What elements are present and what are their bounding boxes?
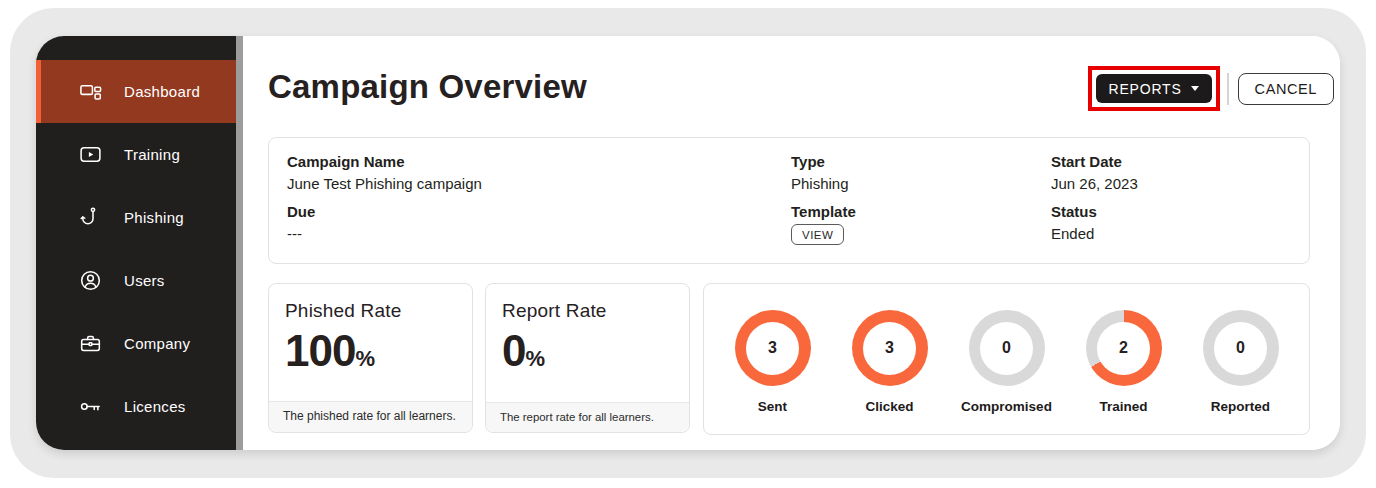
sidebar-item-label: Phishing [124, 209, 184, 226]
header-actions: REPORTS CANCEL [1088, 66, 1334, 111]
clicked-count: 3 [863, 322, 916, 375]
campaign-info-card: Campaign Name June Test Phishing campaig… [268, 137, 1310, 264]
start-date-field: Start Date Jun 26, 2023 [1051, 153, 1291, 199]
trained-count: 2 [1097, 322, 1150, 375]
report-rate-card: Report Rate 0% The report rate for all l… [485, 283, 690, 433]
campaign-name-field: Campaign Name June Test Phishing campaig… [287, 153, 791, 199]
button-group-divider [1227, 73, 1229, 105]
compromised-label: Compromised [961, 399, 1052, 414]
phished-rate-number: 100 [285, 326, 355, 375]
trained-donut-chart: 2 [1086, 310, 1162, 386]
template-field: Template VIEW [791, 203, 1051, 249]
sent-label: Sent [758, 399, 787, 414]
report-rate-value: 0% [486, 324, 689, 376]
clicked-label: Clicked [865, 399, 913, 414]
sent-donut-chart: 3 [735, 310, 811, 386]
reported-label: Reported [1211, 399, 1270, 414]
phishing-hook-icon [78, 206, 102, 230]
sidebar-item-label: Users [124, 272, 165, 289]
clicked-donut-chart: 3 [852, 310, 928, 386]
start-date-value: Jun 26, 2023 [1051, 175, 1291, 192]
main-content: Campaign Overview REPORTS CANCEL Campaig… [243, 36, 1340, 450]
report-rate-title: Report Rate [486, 284, 689, 324]
reports-button-label: REPORTS [1109, 81, 1182, 97]
company-icon [78, 332, 102, 356]
campaign-name-value: June Test Phishing campaign [287, 175, 791, 192]
due-value: --- [287, 225, 791, 242]
sidebar-item-users[interactable]: Users [36, 249, 236, 312]
phished-rate-card: Phished Rate 100% The phished rate for a… [268, 283, 473, 433]
sidebar-item-label: Training [124, 146, 180, 163]
phished-rate-unit: % [355, 346, 375, 371]
start-date-label: Start Date [1051, 153, 1291, 170]
sidebar-item-licences[interactable]: Licences [36, 375, 236, 438]
compromised-ring: 0 Compromised [951, 310, 1063, 414]
status-label: Status [1051, 203, 1291, 220]
status-field: Status Ended [1051, 203, 1291, 249]
phished-rate-value: 100% [269, 324, 472, 376]
annotation-box: REPORTS [1088, 66, 1220, 111]
reports-button[interactable]: REPORTS [1096, 74, 1212, 103]
trained-ring: 2 Trained [1068, 310, 1180, 414]
trained-label: Trained [1099, 399, 1147, 414]
template-label: Template [791, 203, 1051, 220]
reported-donut-chart: 0 [1203, 310, 1279, 386]
due-label: Due [287, 203, 791, 220]
app-window: Dashboard Training Phishing [36, 36, 1340, 450]
licences-key-icon [78, 395, 102, 419]
phished-rate-title: Phished Rate [269, 284, 472, 324]
training-icon [78, 143, 102, 167]
sidebar-item-label: Licences [124, 398, 186, 415]
reported-count: 0 [1214, 322, 1267, 375]
page-title: Campaign Overview [268, 68, 587, 106]
report-rate-description: The report rate for all learners. [486, 402, 689, 432]
type-value: Phishing [791, 175, 1051, 192]
status-value: Ended [1051, 225, 1291, 242]
phished-rate-description: The phished rate for all learners. [269, 401, 472, 432]
campaign-results-card: 3 Sent 3 Clicked 0 Compromised 2 [703, 283, 1310, 435]
due-field: Due --- [287, 203, 791, 249]
type-field: Type Phishing [791, 153, 1051, 199]
compromised-donut-chart: 0 [969, 310, 1045, 386]
sent-count: 3 [746, 322, 799, 375]
reported-ring: 0 Reported [1185, 310, 1297, 414]
dashboard-icon [78, 80, 102, 104]
sidebar-item-label: Company [124, 335, 190, 352]
sidebar: Dashboard Training Phishing [36, 36, 236, 450]
compromised-count: 0 [980, 322, 1033, 375]
sidebar-item-company[interactable]: Company [36, 312, 236, 375]
chevron-down-icon [1191, 86, 1199, 91]
campaign-name-label: Campaign Name [287, 153, 791, 170]
clicked-ring: 3 Clicked [834, 310, 946, 414]
sidebar-item-training[interactable]: Training [36, 123, 236, 186]
cancel-button[interactable]: CANCEL [1238, 73, 1334, 105]
sidebar-item-dashboard[interactable]: Dashboard [36, 60, 236, 123]
report-rate-number: 0 [502, 326, 525, 375]
report-rate-unit: % [525, 346, 545, 371]
type-label: Type [791, 153, 1051, 170]
users-icon [78, 269, 102, 293]
sidebar-item-phishing[interactable]: Phishing [36, 186, 236, 249]
sent-ring: 3 Sent [717, 310, 829, 414]
sidebar-scrollbar[interactable] [236, 36, 243, 450]
sidebar-item-label: Dashboard [124, 83, 200, 100]
view-template-button[interactable]: VIEW [791, 224, 844, 245]
